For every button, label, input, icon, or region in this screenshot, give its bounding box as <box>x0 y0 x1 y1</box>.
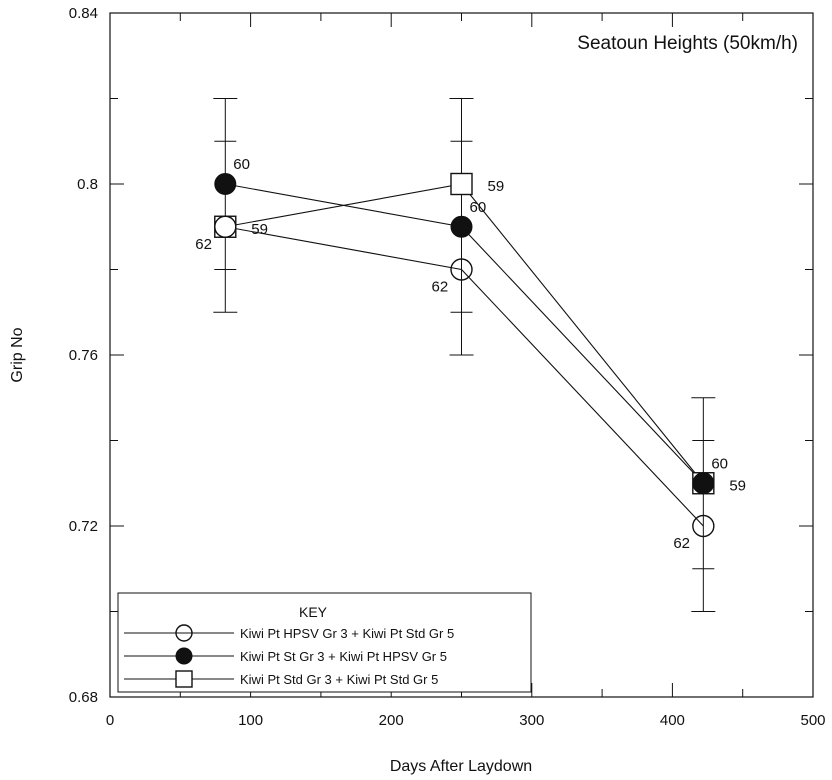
legend-entry: Kiwi Pt HPSV Gr 3 + Kiwi Pt Std Gr 5 <box>124 624 454 642</box>
x-tick-label: 200 <box>379 712 404 729</box>
point-label: 59 <box>729 477 746 494</box>
x-tick-label: 100 <box>238 712 263 729</box>
point-label: 62 <box>195 236 212 253</box>
y-tick-label: 0.84 <box>69 5 98 22</box>
legend-title: KEY <box>299 604 328 620</box>
marker-filled-circle <box>175 647 193 665</box>
marker-filled-circle <box>692 472 715 495</box>
x-tick-label: 400 <box>660 712 685 729</box>
point-label: 60 <box>233 156 250 173</box>
point-label: 62 <box>673 535 690 552</box>
legend-label: Kiwi Pt St Gr 3 + Kiwi Pt HPSV Gr 5 <box>240 649 447 664</box>
series-line <box>225 226 704 527</box>
y-axis-title: Grip No <box>9 327 26 382</box>
axis-ticks: 0 100 200 300 400 500 0.68 0.72 0.76 0.8 0.84 <box>69 5 826 729</box>
y-tick-label: 0.72 <box>69 518 98 535</box>
marker-open-circle <box>214 215 237 238</box>
legend-entry: Kiwi Pt Std Gr 3 + Kiwi Pt Std Gr 5 <box>124 670 438 688</box>
y-tick-label: 0.76 <box>69 347 98 364</box>
point-label: 60 <box>470 199 487 216</box>
point-label: 59 <box>251 221 268 238</box>
y-tick-label: 0.68 <box>69 689 98 706</box>
marker-open-square <box>450 172 473 196</box>
y-tick-label: 0.8 <box>77 176 98 193</box>
legend-entry: Kiwi Pt St Gr 3 + Kiwi Pt HPSV Gr 5 <box>124 647 447 665</box>
legend-entries: Kiwi Pt HPSV Gr 3 + Kiwi Pt Std Gr 5 Kiwi… <box>124 624 454 688</box>
point-label: 62 <box>432 279 449 296</box>
point-label: 59 <box>488 178 505 195</box>
marker-open-circle <box>175 624 193 642</box>
x-tick-label: 500 <box>800 712 825 729</box>
marker-filled-circle <box>450 215 473 238</box>
chart-title: Seatoun Heights (50km/h) <box>577 33 798 54</box>
legend-label: Kiwi Pt Std Gr 3 + Kiwi Pt Std Gr 5 <box>240 672 438 687</box>
marker-open-square <box>175 670 193 688</box>
marker-open-circle <box>450 258 473 281</box>
x-tick-label: 0 <box>106 712 114 729</box>
x-axis-title: Days After Laydown <box>390 758 532 775</box>
error-bars <box>213 98 716 612</box>
legend-label: Kiwi Pt HPSV Gr 3 + Kiwi Pt Std Gr 5 <box>240 626 454 641</box>
series-markers <box>214 172 715 538</box>
x-tick-label: 300 <box>519 712 544 729</box>
marker-open-circle <box>692 514 715 538</box>
legend: KEY Kiwi Pt HPSV Gr 3 + Kiwi Pt Std Gr 5… <box>117 592 532 693</box>
marker-filled-circle <box>214 173 237 195</box>
point-label: 60 <box>711 455 728 472</box>
